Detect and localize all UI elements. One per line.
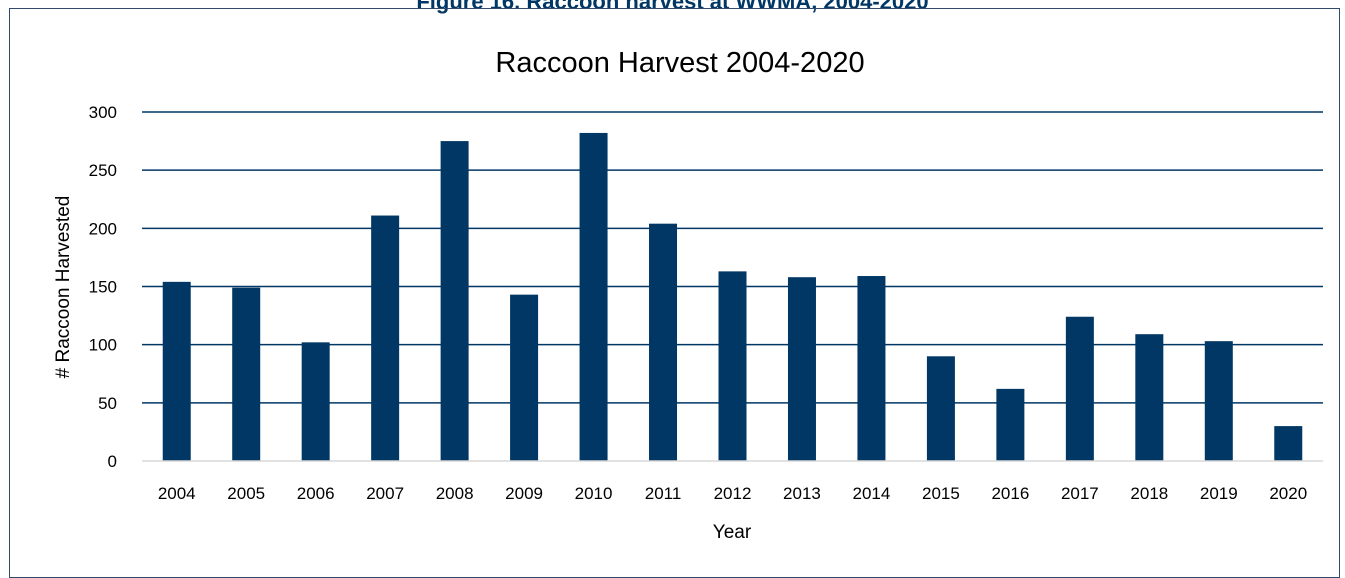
y-tick-label-200: 200 bbox=[89, 219, 117, 238]
x-tick-label-2004: 2004 bbox=[158, 484, 196, 503]
x-tick-label-2020: 2020 bbox=[1269, 484, 1307, 503]
x-tick-label-2006: 2006 bbox=[297, 484, 335, 503]
bar-2007 bbox=[371, 215, 400, 461]
x-tick-label-2019: 2019 bbox=[1200, 484, 1238, 503]
x-tick-label-2014: 2014 bbox=[853, 484, 891, 503]
bar-2004 bbox=[162, 281, 191, 461]
bar-2006 bbox=[301, 342, 330, 461]
x-tick-label-2012: 2012 bbox=[714, 484, 752, 503]
y-tick-label-0: 0 bbox=[108, 452, 117, 471]
bar-2020 bbox=[1274, 426, 1303, 461]
x-tick-label-2017: 2017 bbox=[1061, 484, 1099, 503]
x-tick-label-2015: 2015 bbox=[922, 484, 960, 503]
y-tick-label-300: 300 bbox=[89, 103, 117, 122]
bar-2019 bbox=[1204, 341, 1233, 461]
x-axis-title: Year bbox=[713, 522, 752, 543]
x-tick-label-2010: 2010 bbox=[575, 484, 613, 503]
bar-2018 bbox=[1135, 334, 1164, 461]
x-tick-label-2007: 2007 bbox=[366, 484, 404, 503]
y-tick-label-150: 150 bbox=[89, 278, 117, 297]
x-tick-label-2009: 2009 bbox=[505, 484, 543, 503]
bar-2014 bbox=[857, 276, 886, 461]
bar-2015 bbox=[926, 356, 955, 461]
figure-caption: Figure 16. Raccoon harvest at WWMA, 2004… bbox=[416, 0, 929, 14]
x-tick-label-2013: 2013 bbox=[783, 484, 821, 503]
bar-2017 bbox=[1065, 316, 1094, 461]
y-tick-label-50: 50 bbox=[98, 394, 117, 413]
bar-2010 bbox=[579, 132, 608, 461]
y-axis-title: # Raccoon Harvested bbox=[53, 196, 74, 379]
bar-2011 bbox=[649, 223, 678, 461]
bar-2016 bbox=[996, 388, 1025, 461]
chart-title: Raccoon Harvest 2004-2020 bbox=[495, 47, 864, 79]
x-tick-label-2011: 2011 bbox=[645, 484, 682, 503]
x-tick-label-2008: 2008 bbox=[436, 484, 474, 503]
bars bbox=[162, 132, 1303, 462]
x-tick-label-2018: 2018 bbox=[1130, 484, 1168, 503]
y-tick-label-250: 250 bbox=[89, 161, 117, 180]
bar-2005 bbox=[232, 287, 261, 461]
x-tick-label-2016: 2016 bbox=[991, 484, 1029, 503]
x-axis-tick-labels: 2004 2005 2006 2007 2008 2009 2010 2011 2012 2013… bbox=[158, 484, 1307, 503]
y-tick-label-100: 100 bbox=[89, 336, 117, 355]
bar-2013 bbox=[787, 277, 816, 461]
bar-2012 bbox=[718, 271, 747, 461]
x-tick-label-2005: 2005 bbox=[227, 484, 265, 503]
y-axis-tick-labels: 0 50 100 150 200 250 300 bbox=[89, 103, 117, 471]
bar-2009 bbox=[510, 294, 539, 461]
bar-2008 bbox=[440, 141, 469, 462]
